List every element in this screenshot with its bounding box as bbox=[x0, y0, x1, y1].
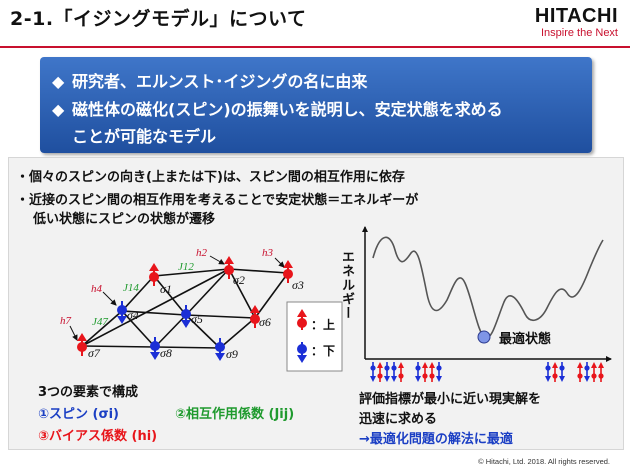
spin-config-row-3 bbox=[545, 362, 565, 382]
element-bias: ③バイアス係数 (hi) bbox=[38, 429, 158, 444]
node-label-1: σ1 bbox=[160, 282, 172, 296]
edge-7-8 bbox=[81, 345, 156, 348]
weight-label-j12: J12 bbox=[178, 261, 194, 273]
edge-4-7 bbox=[81, 310, 123, 347]
diamond-bullet-icon: ◆ bbox=[52, 100, 65, 119]
energy-desc-2: 迅速に求める bbox=[359, 412, 438, 427]
edge-6-9 bbox=[219, 317, 256, 349]
summary-text-1: 研究者、エルンスト･イジングの名に由来 bbox=[72, 72, 368, 91]
node-label-8: σ8 bbox=[160, 346, 172, 360]
energy-desc-3: →最適化問題の解法に最適 bbox=[359, 432, 513, 447]
edge-2-6 bbox=[228, 268, 256, 319]
logo-name: HITACHI bbox=[534, 5, 618, 27]
spin-legend bbox=[286, 301, 343, 372]
bias-label-h2: h2 bbox=[196, 247, 208, 259]
edge-3-6 bbox=[254, 272, 289, 319]
bias-arrow-h3 bbox=[274, 257, 285, 268]
edge-5-8 bbox=[154, 314, 187, 348]
bullet-dot-icon: ・ bbox=[16, 170, 30, 185]
edge-4-5 bbox=[121, 310, 187, 316]
spin-config-row-1 bbox=[370, 362, 404, 382]
node-label-7: σ7 bbox=[88, 346, 101, 360]
bias-arrows bbox=[69, 255, 285, 341]
node-label-4: σ4 bbox=[127, 308, 139, 322]
weight-label-j47: J47 bbox=[92, 316, 108, 328]
summary-line-3: ことが可能なモデル bbox=[72, 127, 217, 146]
summary-box: ◆ 研究者、エルンスト･イジングの名に由来 ◆ 磁性体の磁化(スピン)の振舞いを説明… bbox=[40, 57, 592, 153]
edge-4-8 bbox=[121, 310, 156, 348]
spin-down-nodes bbox=[117, 301, 225, 361]
bias-arrow-h7 bbox=[69, 325, 78, 341]
graph-edges bbox=[81, 268, 289, 349]
node-labels: σ1 σ2 σ3 σ4 σ5 σ6 σ7 σ8 σ9 bbox=[88, 273, 304, 361]
node-label-3: σ3 bbox=[292, 278, 304, 292]
spin-node-9 bbox=[215, 338, 225, 361]
spin-up-nodes bbox=[77, 256, 293, 356]
node-label-5: σ5 bbox=[191, 312, 203, 326]
edge-7-2 bbox=[81, 268, 230, 347]
spin-config-row-2 bbox=[415, 362, 442, 382]
energy-axis-label: エネルギー bbox=[339, 250, 354, 320]
element-spin: ①スピン (σi) bbox=[38, 407, 119, 422]
edge-1-5 bbox=[153, 275, 187, 316]
node-label-9: σ9 bbox=[226, 347, 238, 361]
legend-down-icon bbox=[297, 342, 307, 363]
bias-arrow-h4 bbox=[102, 291, 117, 306]
weight-labels: J12 J14 J47 bbox=[92, 261, 194, 328]
spin-node-3 bbox=[283, 260, 293, 283]
bias-arrow-h2 bbox=[209, 255, 225, 265]
edge-1-4 bbox=[121, 275, 155, 312]
summary-line-2: ◆ 磁性体の磁化(スピン)の振舞いを説明し、安定状態を求める bbox=[52, 96, 503, 120]
spin-node-8 bbox=[150, 337, 160, 360]
bullet-2-continued: 低い状態にスピンの状態が遷移 bbox=[33, 212, 216, 227]
summary-text-2: 磁性体の磁化(スピン)の振舞いを説明し、安定状態を求める bbox=[72, 100, 503, 119]
spin-node-2 bbox=[224, 256, 234, 279]
bullet-2: ・近接のスピン間の相互作用を考えることで安定状態＝エネルギーが bbox=[16, 189, 418, 208]
spin-node-1 bbox=[149, 263, 159, 286]
bullet-2-text: 近接のスピン間の相互作用を考えることで安定状態＝エネルギーが bbox=[29, 193, 419, 208]
diamond-bullet-icon: ◆ bbox=[52, 72, 65, 91]
hitachi-logo: HITACHI Inspire the Next bbox=[535, 6, 618, 40]
bias-labels: h2 h3 h4 h7 bbox=[60, 247, 274, 327]
bullet-1-text: 個々のスピンの向き(上または下)は、スピン間の相互作用に依存 bbox=[29, 170, 405, 185]
copyright-notice: © Hitachi, Ltd. 2018. All rights reserve… bbox=[478, 457, 610, 466]
spin-node-4 bbox=[117, 301, 127, 324]
optimal-state-point bbox=[477, 330, 491, 344]
spin-config-row-4 bbox=[577, 362, 604, 382]
spin-node-6 bbox=[250, 305, 260, 328]
bullet-dot-icon: ・ bbox=[16, 193, 30, 208]
edge-5-6 bbox=[185, 314, 256, 319]
energy-landscape-chart bbox=[362, 226, 612, 362]
bias-label-h7: h7 bbox=[60, 315, 72, 327]
edge-1-2 bbox=[153, 268, 230, 277]
weight-label-j14: J14 bbox=[123, 282, 139, 294]
elements-heading: 3つの要素で構成 bbox=[38, 385, 139, 400]
header-divider bbox=[0, 46, 630, 48]
page-title: 2-1.「イジングモデル」について bbox=[10, 8, 307, 30]
spin-node-7 bbox=[77, 333, 87, 356]
energy-desc-1: 評価指標が最小に近い現実解を bbox=[359, 392, 542, 407]
edge-2-5 bbox=[185, 268, 230, 316]
edge-8-9 bbox=[154, 346, 221, 349]
logo-tagline: Inspire the Next bbox=[540, 27, 618, 39]
summary-line-1: ◆ 研究者、エルンスト･イジングの名に由来 bbox=[52, 68, 367, 92]
energy-curve bbox=[372, 236, 604, 339]
element-interaction: ②相互作用係数 (Jij) bbox=[175, 407, 295, 422]
legend-down-label: ：下 bbox=[311, 344, 336, 358]
bullet-1: ・個々のスピンの向き(上または下)は、スピン間の相互作用に依存 bbox=[16, 166, 405, 185]
node-label-2: σ2 bbox=[233, 273, 245, 287]
edge-2-3 bbox=[228, 268, 289, 274]
node-label-6: σ6 bbox=[259, 315, 271, 329]
legend-box bbox=[286, 301, 343, 372]
bias-label-h4: h4 bbox=[91, 283, 103, 295]
legend-up-label: ：上 bbox=[311, 318, 336, 332]
spin-node-5 bbox=[181, 305, 191, 328]
optimal-state-label: 最適状態 bbox=[499, 332, 552, 347]
legend-up-icon bbox=[297, 309, 307, 330]
bias-label-h3: h3 bbox=[262, 247, 274, 259]
edge-5-9 bbox=[185, 314, 221, 349]
